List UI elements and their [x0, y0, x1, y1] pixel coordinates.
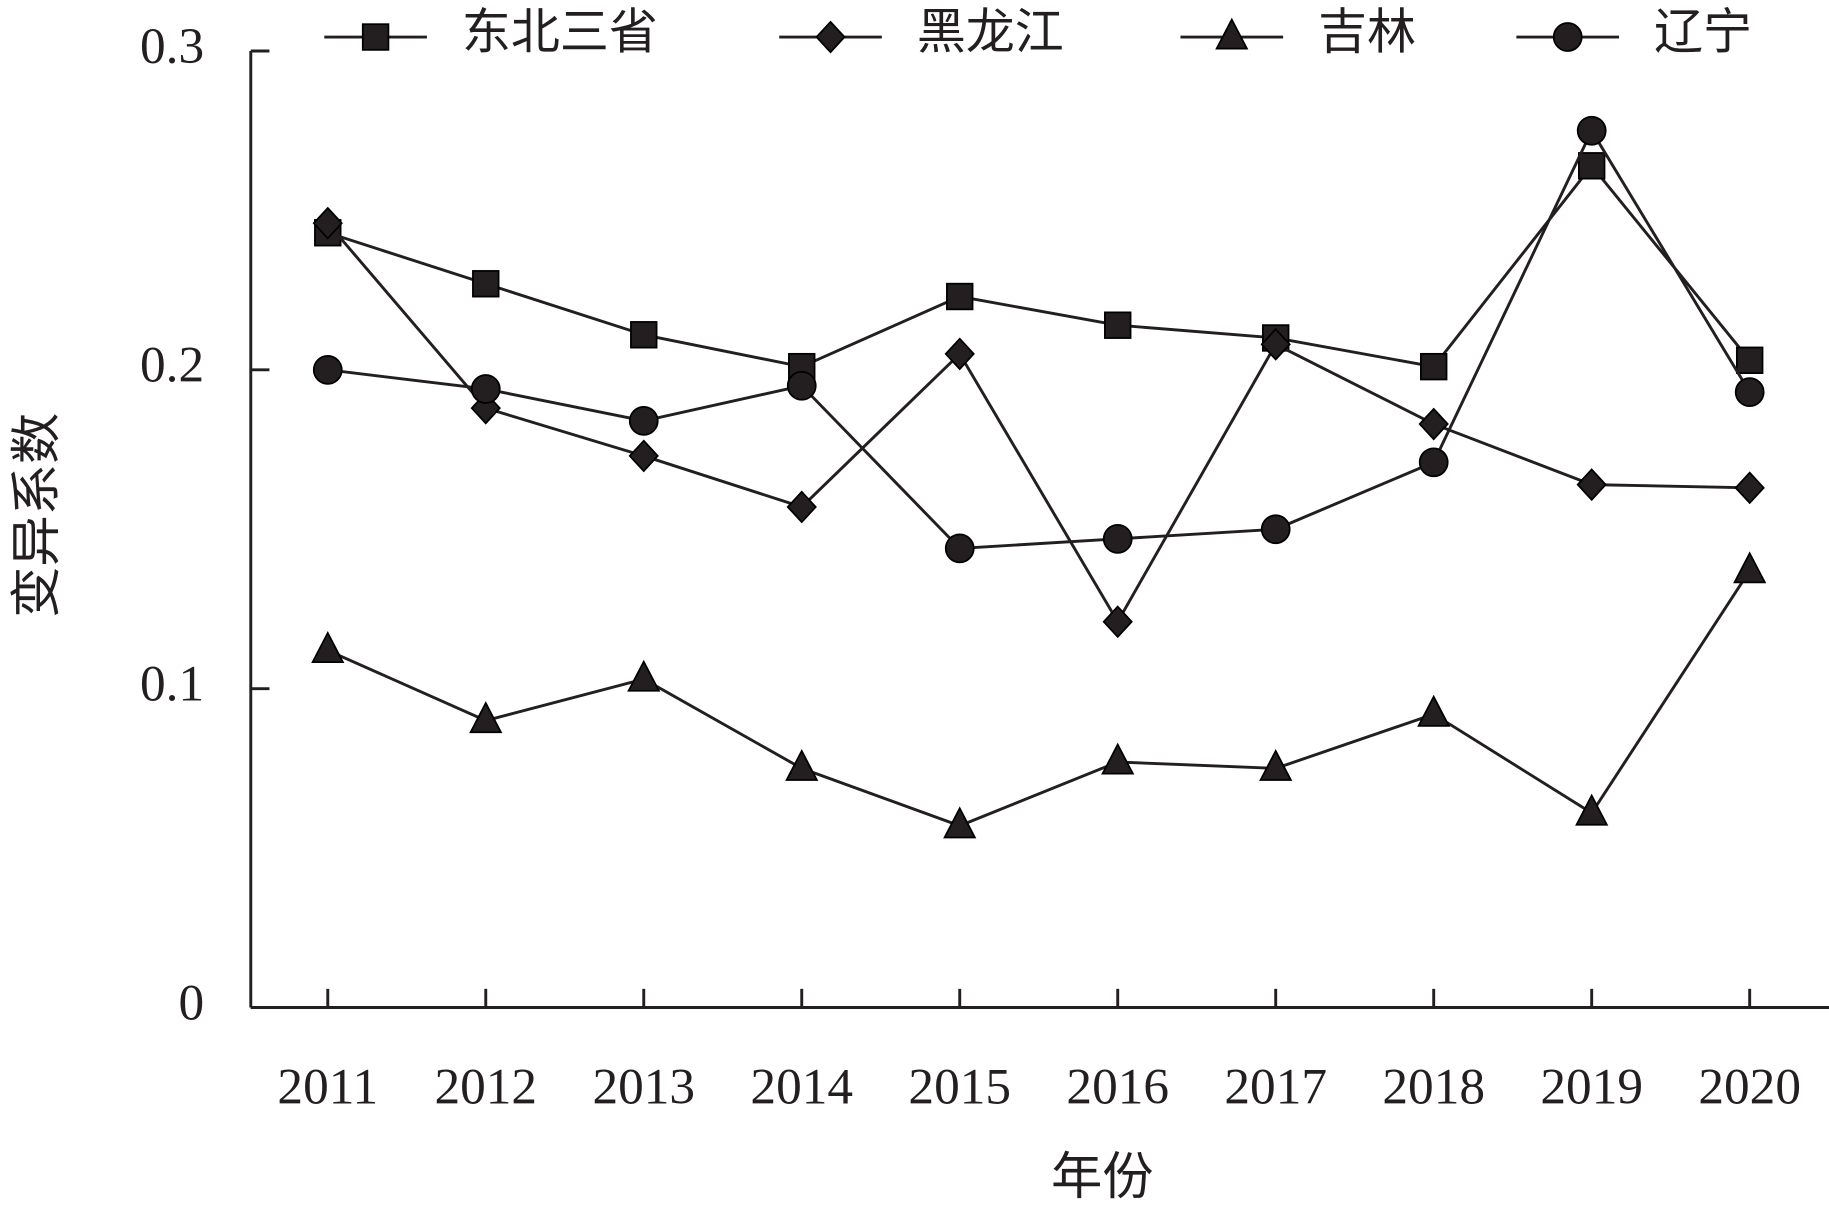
data-point [1260, 514, 1291, 545]
x-tick-label: 2015 [908, 1058, 1011, 1115]
data-point [785, 748, 819, 781]
x-tick-label: 2017 [1224, 1058, 1327, 1115]
data-point [470, 374, 501, 404]
y-axis-title: 变异系数 [9, 413, 66, 618]
data-point [1733, 551, 1767, 584]
x-tick-label: 2020 [1698, 1058, 1801, 1115]
legend-marker [1215, 17, 1249, 50]
data-point [1418, 447, 1449, 478]
data-point [1734, 471, 1765, 505]
data-point [944, 337, 975, 371]
data-point [628, 439, 659, 473]
x-tick-label: 2018 [1382, 1058, 1485, 1115]
data-point [1576, 468, 1607, 502]
data-point [472, 270, 500, 298]
series-line [327, 127, 1751, 550]
data-point [1259, 748, 1293, 781]
data-point [1101, 742, 1135, 775]
legend-label: 辽宁 [1654, 4, 1752, 59]
legend-marker [1552, 22, 1583, 52]
data-point [1260, 327, 1291, 361]
data-point [786, 490, 817, 524]
data-point [943, 806, 977, 839]
x-axis-title: 年份 [1051, 1149, 1154, 1206]
x-tick-label: 2016 [1066, 1058, 1169, 1115]
data-point [469, 701, 503, 734]
legend-label: 黑龙江 [917, 4, 1064, 59]
data-point [312, 206, 343, 240]
x-tick-label: 2019 [1540, 1058, 1643, 1115]
legend-marker [361, 23, 390, 51]
legend-label: 吉林 [1318, 4, 1416, 59]
data-point [630, 321, 658, 349]
series-line [326, 222, 1750, 625]
data-point [311, 631, 345, 663]
data-point [1102, 605, 1133, 639]
data-point [1418, 407, 1449, 441]
x-tick-label: 2011 [277, 1058, 378, 1115]
y-tick-label: 0 [178, 974, 204, 1031]
series-line [327, 163, 1751, 369]
data-point [1104, 311, 1132, 339]
data-point [312, 354, 343, 385]
data-point [786, 370, 817, 401]
data-point [946, 282, 974, 311]
x-tick-label: 2014 [750, 1058, 853, 1115]
data-point [627, 659, 661, 692]
data-point [1577, 152, 1606, 180]
data-point [944, 533, 975, 564]
data-point [628, 405, 659, 436]
data-point [1102, 523, 1133, 554]
legend-marker [815, 20, 846, 54]
data-point [1575, 793, 1609, 826]
data-point [1419, 352, 1448, 381]
y-tick-label: 0.3 [140, 18, 204, 75]
x-tick-label: 2012 [434, 1058, 537, 1115]
legend-label: 东北三省 [462, 4, 658, 59]
series-line [327, 569, 1751, 828]
y-tick-label: 0.2 [140, 337, 204, 394]
y-tick-label: 0.1 [140, 655, 204, 712]
data-point [1417, 694, 1451, 727]
data-point [1735, 346, 1764, 374]
data-point [1734, 377, 1765, 408]
x-tick-label: 2013 [592, 1058, 695, 1115]
data-point [1576, 115, 1607, 146]
